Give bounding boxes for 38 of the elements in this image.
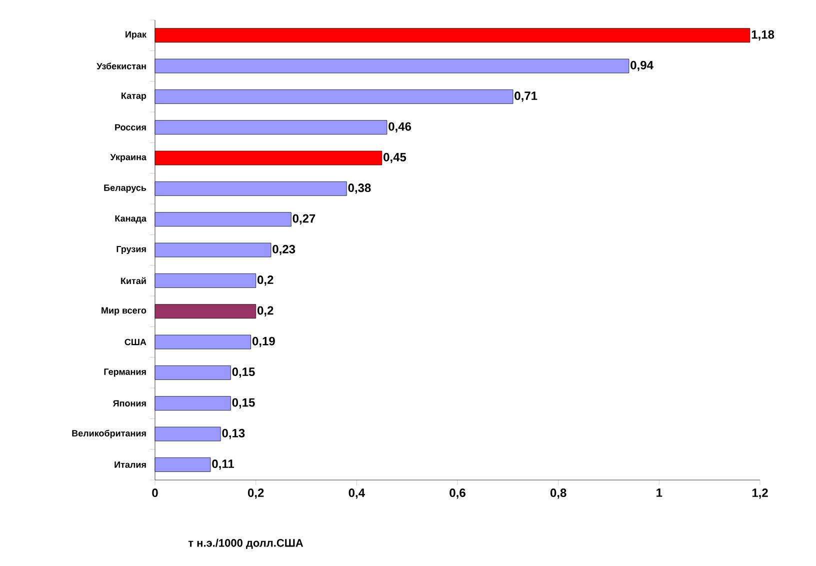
- x-axis-title: т н.э./1000 долл.США: [188, 538, 304, 549]
- data-label: 1,18: [752, 30, 774, 40]
- y-tick-label: Италия: [114, 462, 146, 468]
- y-tick-label: Беларусь: [104, 184, 146, 193]
- x-tick-label: 0: [152, 488, 158, 498]
- data-label: 0,19: [252, 336, 275, 348]
- data-label: 0,38: [348, 184, 371, 194]
- data-label: 0,94: [630, 60, 654, 72]
- y-tick-label: Япония: [113, 400, 146, 406]
- y-tick-label: Канада: [115, 215, 147, 224]
- y-tick-label: Китай: [121, 277, 146, 284]
- data-label: 0,45: [384, 152, 406, 164]
- y-tick-label: Узбекистан: [96, 62, 146, 70]
- data-label: 0,46: [388, 122, 412, 132]
- y-tick-label: Украина: [110, 154, 147, 162]
- data-label: 0,11: [212, 460, 234, 470]
- data-label: 0,2: [258, 276, 274, 286]
- data-label: 0,23: [272, 244, 296, 256]
- data-label: 0,15: [232, 398, 255, 408]
- y-tick-label: Мир всего: [102, 307, 146, 316]
- x-tick-label: 0,2: [248, 488, 264, 499]
- x-tick-label: 0,4: [348, 488, 365, 499]
- data-label: 0,27: [292, 214, 316, 224]
- x-tick-label: 0,6: [450, 488, 466, 499]
- x-tick-label: 0,8: [550, 488, 566, 499]
- data-label: 0,71: [514, 92, 538, 102]
- x-tick-label: 1: [656, 488, 662, 497]
- y-tick-label: Грузия: [116, 246, 146, 254]
- x-tick-label: 1,2: [752, 488, 768, 499]
- y-tick-label: Ирак: [126, 31, 146, 40]
- data-label: 0,2: [258, 306, 274, 316]
- y-tick-label: Россия: [115, 124, 146, 130]
- data-label: 0,15: [232, 368, 255, 378]
- y-tick-label: Катар: [122, 92, 146, 101]
- data-label: 0,13: [222, 428, 245, 440]
- y-tick-label: США: [124, 338, 146, 346]
- y-tick-label: Великобритания: [72, 430, 146, 438]
- y-tick-label: Германия: [104, 368, 146, 377]
